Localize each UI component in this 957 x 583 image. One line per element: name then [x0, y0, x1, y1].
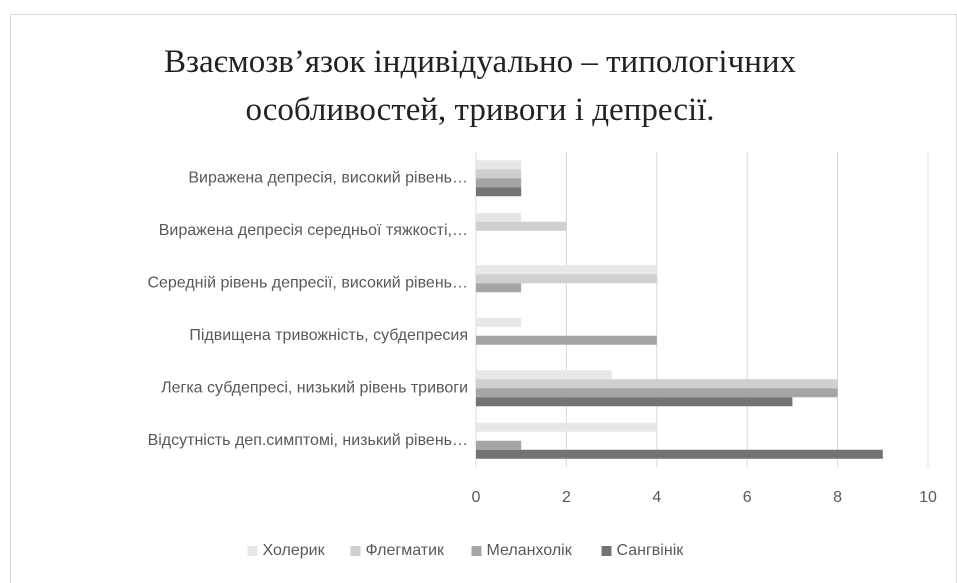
legend-swatch: [350, 546, 361, 556]
legend-label: Флегматик: [366, 542, 446, 559]
bar: [476, 388, 838, 398]
y-tick-label: Середній рівень депресії, високий рівень…: [147, 274, 468, 291]
bar: [476, 317, 522, 327]
y-tick-label: Легка субдепресі, низький рівень тривоги: [161, 379, 468, 396]
bar: [476, 187, 522, 197]
bar: [476, 169, 522, 179]
legend-label: Холерик: [263, 542, 326, 559]
bar: [476, 265, 657, 275]
bar: [476, 379, 838, 389]
legend-label: Сангвінік: [617, 542, 685, 559]
bar: [476, 422, 657, 432]
legend-swatch: [601, 546, 612, 556]
bar: [476, 221, 567, 231]
legend-label: Меланхолік: [487, 542, 573, 559]
bar: [476, 283, 522, 293]
x-tick-label: 6: [743, 489, 752, 506]
bar: [476, 449, 883, 459]
chart-title: Взаємозв’язок індивідуально – типологічн…: [163, 44, 797, 128]
y-tick-label: Виражена депресія середньої тяжкості,…: [159, 222, 468, 239]
bar: [476, 370, 612, 380]
x-tick-label: 10: [919, 489, 937, 506]
y-tick-label: Відсутність деп.симптомі, низький рівень…: [148, 432, 468, 449]
bar: [476, 440, 522, 450]
bar: [476, 178, 522, 188]
x-tick-label: 0: [472, 489, 481, 506]
legend-swatch: [247, 546, 258, 556]
x-tick-label: 8: [833, 489, 842, 506]
y-tick-label: Підвищена тривожність, субдепресия: [189, 327, 468, 344]
legend-swatch: [471, 546, 482, 556]
bar: [476, 335, 657, 345]
bar: [476, 397, 793, 407]
bar: [476, 274, 657, 284]
bar: [476, 160, 522, 170]
y-tick-label: Виражена депресія, високий рівень…: [188, 169, 468, 186]
x-tick-label: 4: [652, 489, 661, 506]
bar: [476, 212, 522, 222]
x-tick-label: 2: [562, 489, 571, 506]
